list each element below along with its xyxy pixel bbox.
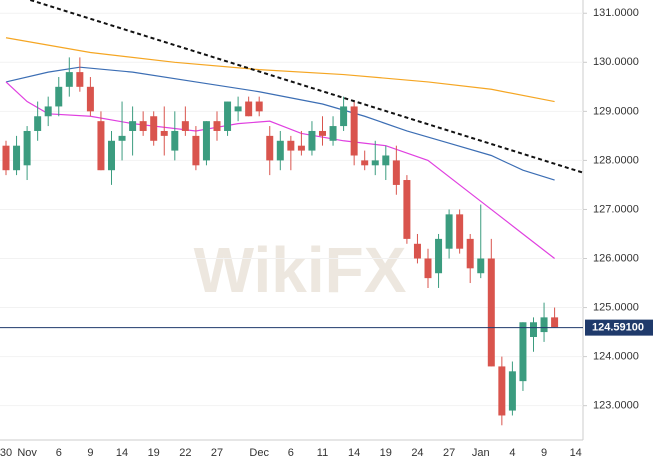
x-tick-label: 14: [348, 447, 360, 459]
candle-body: [76, 72, 84, 87]
candle-body: [2, 145, 10, 171]
candle-body: [55, 86, 63, 107]
candle-body: [108, 140, 115, 171]
candle-body: [287, 140, 295, 151]
candle-body: [181, 121, 189, 131]
x-tick-label: 19: [148, 447, 160, 459]
candle-body: [276, 140, 284, 161]
last-price-label: 124.59100: [592, 322, 644, 334]
y-tick-label: 126.0000: [593, 252, 639, 264]
y-tick-label: 128.0000: [593, 154, 639, 166]
candle-body: [44, 106, 52, 117]
x-tick-label: 24: [411, 447, 423, 459]
candle-body: [540, 317, 548, 333]
candle-body: [371, 160, 379, 166]
x-tick-label: 9: [541, 447, 547, 459]
candle-body: [477, 258, 485, 274]
candle-body: [530, 322, 537, 337]
candle-body: [308, 130, 316, 151]
y-tick-label: 127.0000: [593, 203, 639, 215]
candle-body: [213, 121, 221, 131]
candle-body: [329, 126, 337, 141]
candle-body: [234, 106, 242, 112]
candle-body: [392, 160, 400, 185]
candle-body: [245, 101, 253, 117]
candle-body: [424, 258, 432, 279]
candle-body: [435, 238, 443, 274]
watermark: WikiFX: [194, 234, 407, 306]
candle-body: [150, 116, 158, 141]
moving-average-line: [5, 81, 555, 259]
candle-body: [97, 121, 105, 171]
y-tick-label: 125.0000: [593, 301, 639, 313]
candle-body: [456, 214, 464, 249]
candle-body: [192, 135, 200, 166]
candle-body: [508, 371, 516, 411]
candle-body: [340, 106, 348, 127]
candle-body: [319, 130, 326, 136]
candle-body: [86, 86, 94, 112]
candle-body: [361, 160, 369, 166]
candle-body: [519, 322, 527, 382]
x-tick-label: 22: [179, 447, 191, 459]
trendline: [29, 0, 584, 174]
candle-body: [202, 121, 210, 161]
x-tick-label: 11: [317, 447, 328, 459]
candle-body: [487, 258, 495, 367]
x-tick-label: 30: [0, 447, 12, 459]
x-tick-label: 14: [116, 447, 128, 459]
candle-body: [255, 101, 263, 112]
y-tick-label: 131.0000: [593, 7, 639, 19]
y-tick-label: 123.0000: [593, 400, 639, 412]
last-price-box: [585, 319, 653, 336]
candle-body: [160, 130, 168, 136]
candle-body: [382, 155, 390, 166]
x-tick-label: 14: [570, 447, 582, 459]
y-tick-label: 129.0000: [593, 105, 639, 117]
candle-body: [23, 130, 31, 166]
candle-body: [139, 121, 147, 131]
x-tick-label: Nov: [17, 447, 37, 459]
candle-body: [297, 145, 305, 151]
candle-body: [129, 121, 137, 131]
x-tick-label: 6: [56, 447, 62, 459]
candle-body: [34, 116, 42, 131]
y-tick-label: 130.0000: [593, 56, 639, 68]
y-tick-label: 124.0000: [593, 351, 639, 363]
candle-body: [224, 101, 232, 131]
x-tick-label: 19: [380, 447, 392, 459]
candle-body: [171, 130, 179, 151]
candle-body: [445, 214, 453, 249]
candle-body: [118, 135, 126, 141]
x-tick-label: 9: [87, 447, 93, 459]
x-tick-label: 4: [509, 447, 515, 459]
candle-body: [413, 243, 421, 259]
candle-body: [13, 145, 21, 171]
x-tick-label: Jan: [472, 447, 490, 459]
candle-body: [65, 72, 73, 87]
x-tick-label: Dec: [249, 447, 269, 459]
candle-body: [350, 106, 358, 156]
candle-body: [498, 366, 506, 416]
moving-average-line: [5, 37, 555, 103]
candle-body: [266, 135, 274, 161]
candle-body: [466, 238, 474, 269]
x-tick-label: 27: [211, 447, 223, 459]
candle-body: [551, 317, 559, 328]
x-tick-label: 6: [288, 447, 294, 459]
x-tick-label: 27: [443, 447, 455, 459]
candle-body: [403, 180, 411, 239]
